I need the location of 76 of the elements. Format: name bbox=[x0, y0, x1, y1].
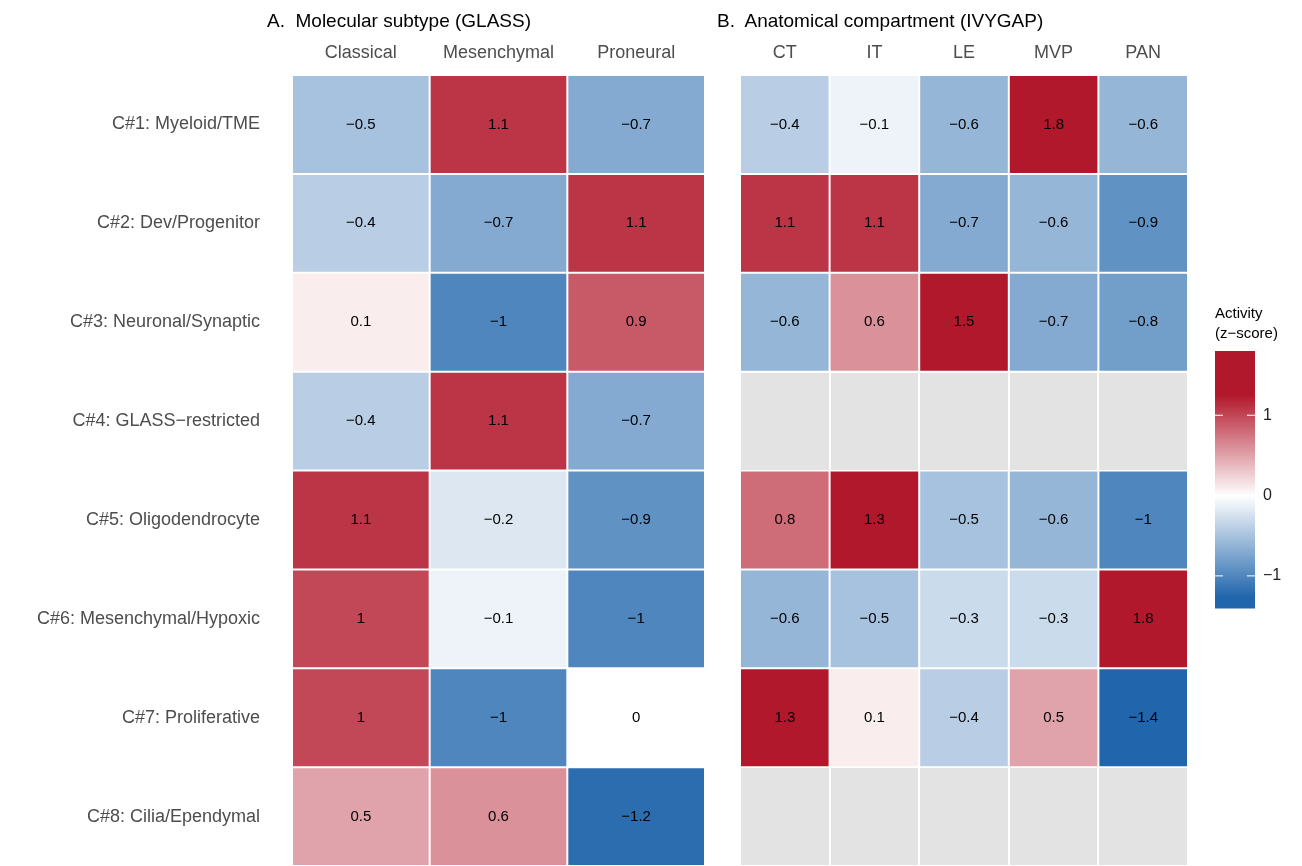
data-label: −0.5 bbox=[949, 510, 979, 528]
data-label: −1.2 bbox=[621, 806, 651, 824]
data-label: −0.8 bbox=[1128, 312, 1159, 330]
data-label: 0.5 bbox=[1043, 707, 1065, 725]
data-label: −0.7 bbox=[621, 411, 651, 429]
y-tick-label: C#3: Neuronal/Synaptic bbox=[69, 311, 260, 332]
data-label: −0.7 bbox=[621, 114, 651, 132]
y-tick-label: C#7: Proliferative bbox=[121, 706, 260, 727]
data-label: −0.6 bbox=[1038, 213, 1069, 231]
data-label: 0.5 bbox=[350, 806, 372, 824]
chart-title: A. Molecular subtype (GLASS) bbox=[267, 10, 531, 32]
data-label: −1 bbox=[627, 608, 645, 626]
data-label: −0.7 bbox=[949, 213, 979, 231]
data-label: −0.6 bbox=[1038, 510, 1069, 528]
color-bar-label: 0 bbox=[1263, 485, 1272, 503]
y-tick-label: C#8: Cilia/Ependymal bbox=[86, 805, 260, 826]
data-label: 1.1 bbox=[863, 213, 885, 231]
x-tick-label: Mesenchymal bbox=[442, 42, 555, 63]
data-label: 1.1 bbox=[774, 213, 796, 231]
data-label: 0.1 bbox=[350, 312, 372, 330]
data-label: 1.3 bbox=[774, 707, 796, 725]
data-label: 0.9 bbox=[625, 312, 647, 330]
y-tick-label: C#6: Mesenchymal/Hypoxic bbox=[36, 607, 260, 628]
x-tick-label: LE bbox=[952, 42, 976, 63]
data-label: −0.6 bbox=[769, 312, 800, 330]
data-label: −0.3 bbox=[949, 608, 979, 626]
data-label: 0 bbox=[631, 707, 641, 725]
data-label: 1.1 bbox=[488, 411, 509, 429]
data-label: −0.1 bbox=[483, 608, 514, 626]
x-tick-label: Proneural bbox=[597, 42, 676, 63]
data-label: 0.1 bbox=[863, 707, 885, 725]
data-label: −0.2 bbox=[483, 510, 514, 528]
x-tick-label: PAN bbox=[1125, 42, 1162, 63]
y-tick-label: C#1: Myeloid/TME bbox=[111, 113, 260, 134]
data-label: 1.8 bbox=[1043, 114, 1065, 132]
data-label: 0.6 bbox=[863, 312, 885, 330]
data-label: −0.1 bbox=[859, 114, 890, 132]
data-label: −0.6 bbox=[949, 114, 979, 132]
data-label: −1.4 bbox=[1128, 707, 1159, 725]
data-label: −0.9 bbox=[621, 510, 651, 528]
y-tick-label: C#4: GLASS−restricted bbox=[72, 410, 260, 431]
data-label: −0.5 bbox=[859, 608, 890, 626]
data-label: −0.6 bbox=[769, 608, 800, 626]
data-label: −0.5 bbox=[346, 114, 376, 132]
data-label: 1 bbox=[356, 707, 366, 725]
data-label: 1.1 bbox=[625, 213, 647, 231]
data-label: −0.4 bbox=[346, 411, 376, 429]
data-label: −0.7 bbox=[1038, 312, 1069, 330]
data-label: 0.6 bbox=[488, 806, 509, 824]
data-label: −0.4 bbox=[346, 213, 376, 231]
data-label: −1 bbox=[1134, 510, 1152, 528]
data-label: 1.3 bbox=[863, 510, 885, 528]
x-tick-label: MVP bbox=[1034, 42, 1074, 63]
data-label: 1 bbox=[356, 608, 366, 626]
data-label: 1.1 bbox=[350, 510, 372, 528]
chart-title: B. Anatomical compartment (IVYGAP) bbox=[717, 10, 1044, 32]
x-tick-label: Classical bbox=[324, 42, 397, 63]
x-tick-label: IT bbox=[866, 42, 883, 63]
data-label: −0.3 bbox=[1038, 608, 1069, 626]
data-label: 1.5 bbox=[953, 312, 975, 330]
data-label: −1 bbox=[489, 707, 508, 725]
data-label: −0.7 bbox=[483, 213, 514, 231]
y-tick-label: C#2: Dev/Progenitor bbox=[96, 212, 260, 233]
data-label: −0.9 bbox=[1128, 213, 1159, 231]
data-label: −0.4 bbox=[769, 114, 800, 132]
data-label: −0.6 bbox=[1128, 114, 1159, 132]
data-label: −1 bbox=[489, 312, 508, 330]
data-label: −0.4 bbox=[949, 707, 979, 725]
color-bar-title: Activity (z−score) bbox=[1215, 303, 1279, 343]
y-tick-label: C#5: Oligodendrocyte bbox=[85, 508, 260, 529]
color-bar-label: −1 bbox=[1263, 566, 1282, 584]
x-tick-label: CT bbox=[772, 42, 797, 63]
data-label: 0.8 bbox=[774, 510, 796, 528]
data-label: 1.8 bbox=[1132, 608, 1154, 626]
color-bar-label: 1 bbox=[1263, 405, 1272, 423]
data-label: 1.1 bbox=[488, 114, 509, 132]
